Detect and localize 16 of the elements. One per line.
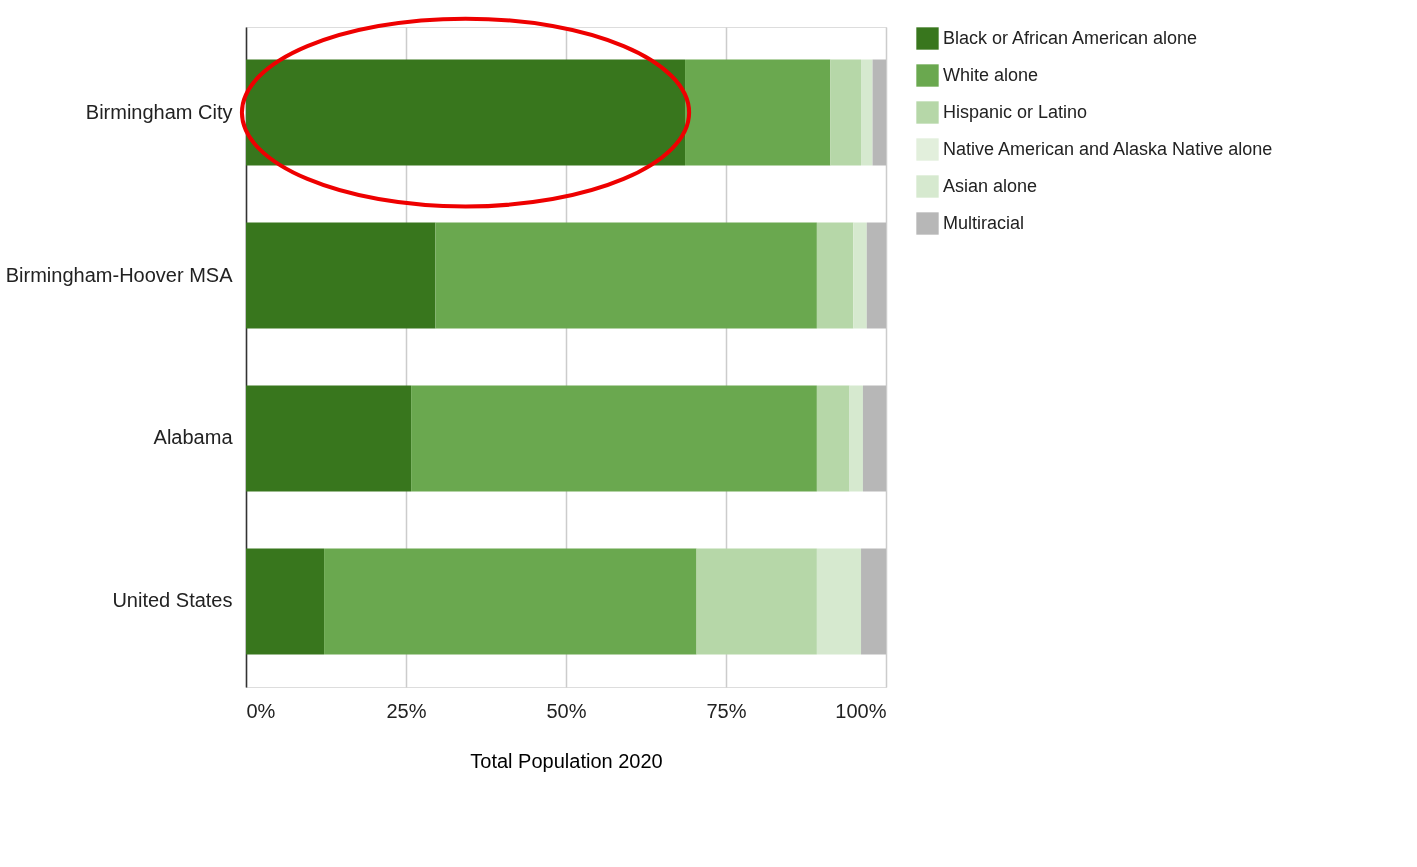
legend-label: Multiracial — [943, 212, 1025, 233]
legend-label: Black or African American alone — [943, 27, 1198, 48]
x-tick-label: 0% — [246, 699, 276, 722]
legend-label: Hispanic or Latino — [943, 101, 1088, 122]
y-tick-label: Alabama — [153, 426, 234, 449]
y-tick-label: United States — [112, 589, 233, 612]
x-axis-title: Total Population 2020 — [470, 749, 663, 772]
x-tick-label: 50% — [546, 699, 587, 722]
y-tick-label: Birmingham-Hoover MSA — [5, 263, 234, 286]
y-tick-label: Birmingham City — [85, 100, 233, 123]
legend-label: White alone — [943, 64, 1039, 85]
legend-label: Native American and Alaska Native alone — [943, 138, 1273, 159]
x-tick-label: 25% — [386, 699, 427, 722]
legend-label: Asian alone — [943, 175, 1038, 196]
x-tick-label: 75% — [706, 699, 747, 722]
x-tick-label: 100% — [835, 699, 887, 722]
